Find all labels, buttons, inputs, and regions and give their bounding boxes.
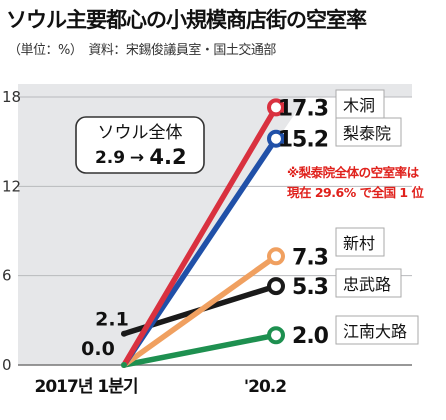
plot-highlight-area (124, 97, 412, 365)
chart-subtitle: （単位：%） 資料：宋錫俊議員室・国土交通部 (8, 43, 276, 58)
legend-box (335, 89, 385, 119)
legend-label: 忠武路 (343, 275, 391, 294)
y-tick-label: 12 (2, 177, 21, 195)
data-label: 2.0 (292, 324, 329, 349)
callout-arrow: → (130, 148, 144, 168)
series-end-point (267, 277, 285, 296)
series-end-point (267, 247, 285, 266)
y-tick-label: 6 (2, 267, 12, 285)
y-tick-label: 0 (2, 356, 12, 374)
x-tick-label: 2017년 1분기 (35, 377, 138, 397)
legend-label: 梨泰院 (343, 124, 391, 143)
y-tick-label: 18 (2, 88, 21, 106)
start-value-label: 2.1 (95, 309, 129, 331)
x-tick-label: '20.2 (244, 377, 286, 397)
annotation-line-1: ※梨泰院全体の空室率は (287, 165, 420, 180)
legend-box (335, 117, 402, 147)
series-start-point (121, 362, 127, 368)
data-label: 15.2 (278, 128, 328, 153)
data-label: 5.3 (292, 275, 328, 300)
chart-title: ソウル主要都心の小規模商店街の空室率 (6, 8, 367, 32)
legend-label: 江南大路 (343, 322, 407, 341)
callout-from-value: 2.9 (95, 148, 125, 168)
data-label: 7.3 (292, 245, 328, 270)
series-line (121, 253, 279, 368)
series-end-point (267, 326, 285, 345)
start-value-label: 0.0 (81, 338, 115, 360)
series-line (121, 332, 279, 368)
legend-box (335, 268, 402, 298)
series-end-point (267, 129, 285, 148)
callout-title: ソウル全体 (98, 123, 183, 143)
legend-box (335, 227, 385, 257)
series-line (121, 104, 279, 368)
data-label: 17.3 (278, 96, 328, 121)
series-end-point (267, 98, 285, 117)
legend-box (335, 315, 419, 345)
series-start-point (121, 330, 127, 337)
legend-label: 木洞 (343, 96, 375, 115)
legend-label: 新村 (343, 234, 375, 253)
annotation-line-2: 現在 29.6% で全国 1 位 (287, 185, 424, 200)
callout-to-value: 4.2 (149, 145, 186, 169)
callout-box (75, 116, 205, 174)
